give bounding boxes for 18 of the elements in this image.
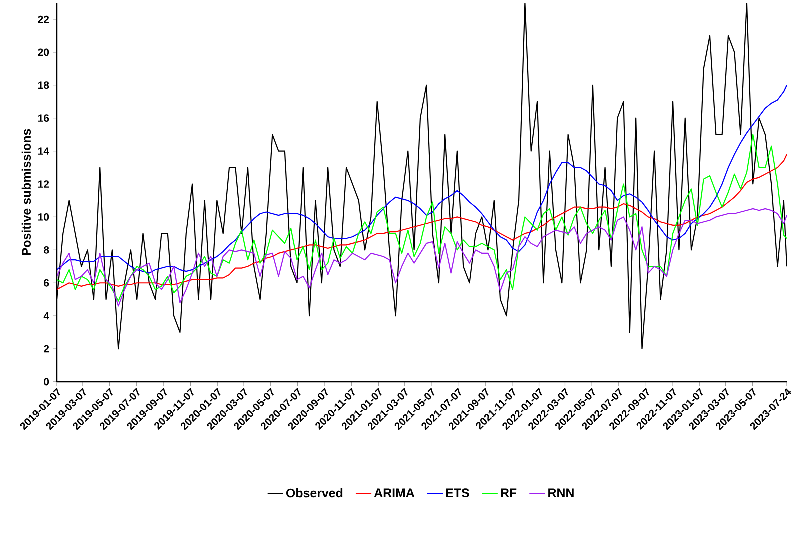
y-tick-label: 20 (38, 48, 50, 56)
y-tick-label: 6 (44, 279, 50, 287)
legend-label: Observed (286, 488, 343, 498)
y-tick-label: 4 (44, 312, 50, 320)
legend-label: ARIMA (374, 488, 415, 498)
y-tick-label: 0 (44, 378, 50, 386)
y-tick-label: 18 (38, 82, 50, 90)
y-tick-label: 8 (44, 246, 50, 254)
legend-label: ETS (446, 488, 470, 498)
y-tick-label: 12 (38, 180, 50, 188)
legend-label: RNN (548, 488, 574, 498)
y-tick-label: 14 (38, 148, 50, 155)
legend-label: RF (501, 488, 517, 498)
y-tick-label: 10 (38, 214, 50, 221)
y-tick-label: 2 (44, 345, 50, 353)
y-tick-label: 16 (38, 114, 50, 122)
y-axis-title: Positive submissions (22, 129, 32, 256)
y-tick-label: 22 (38, 16, 50, 24)
